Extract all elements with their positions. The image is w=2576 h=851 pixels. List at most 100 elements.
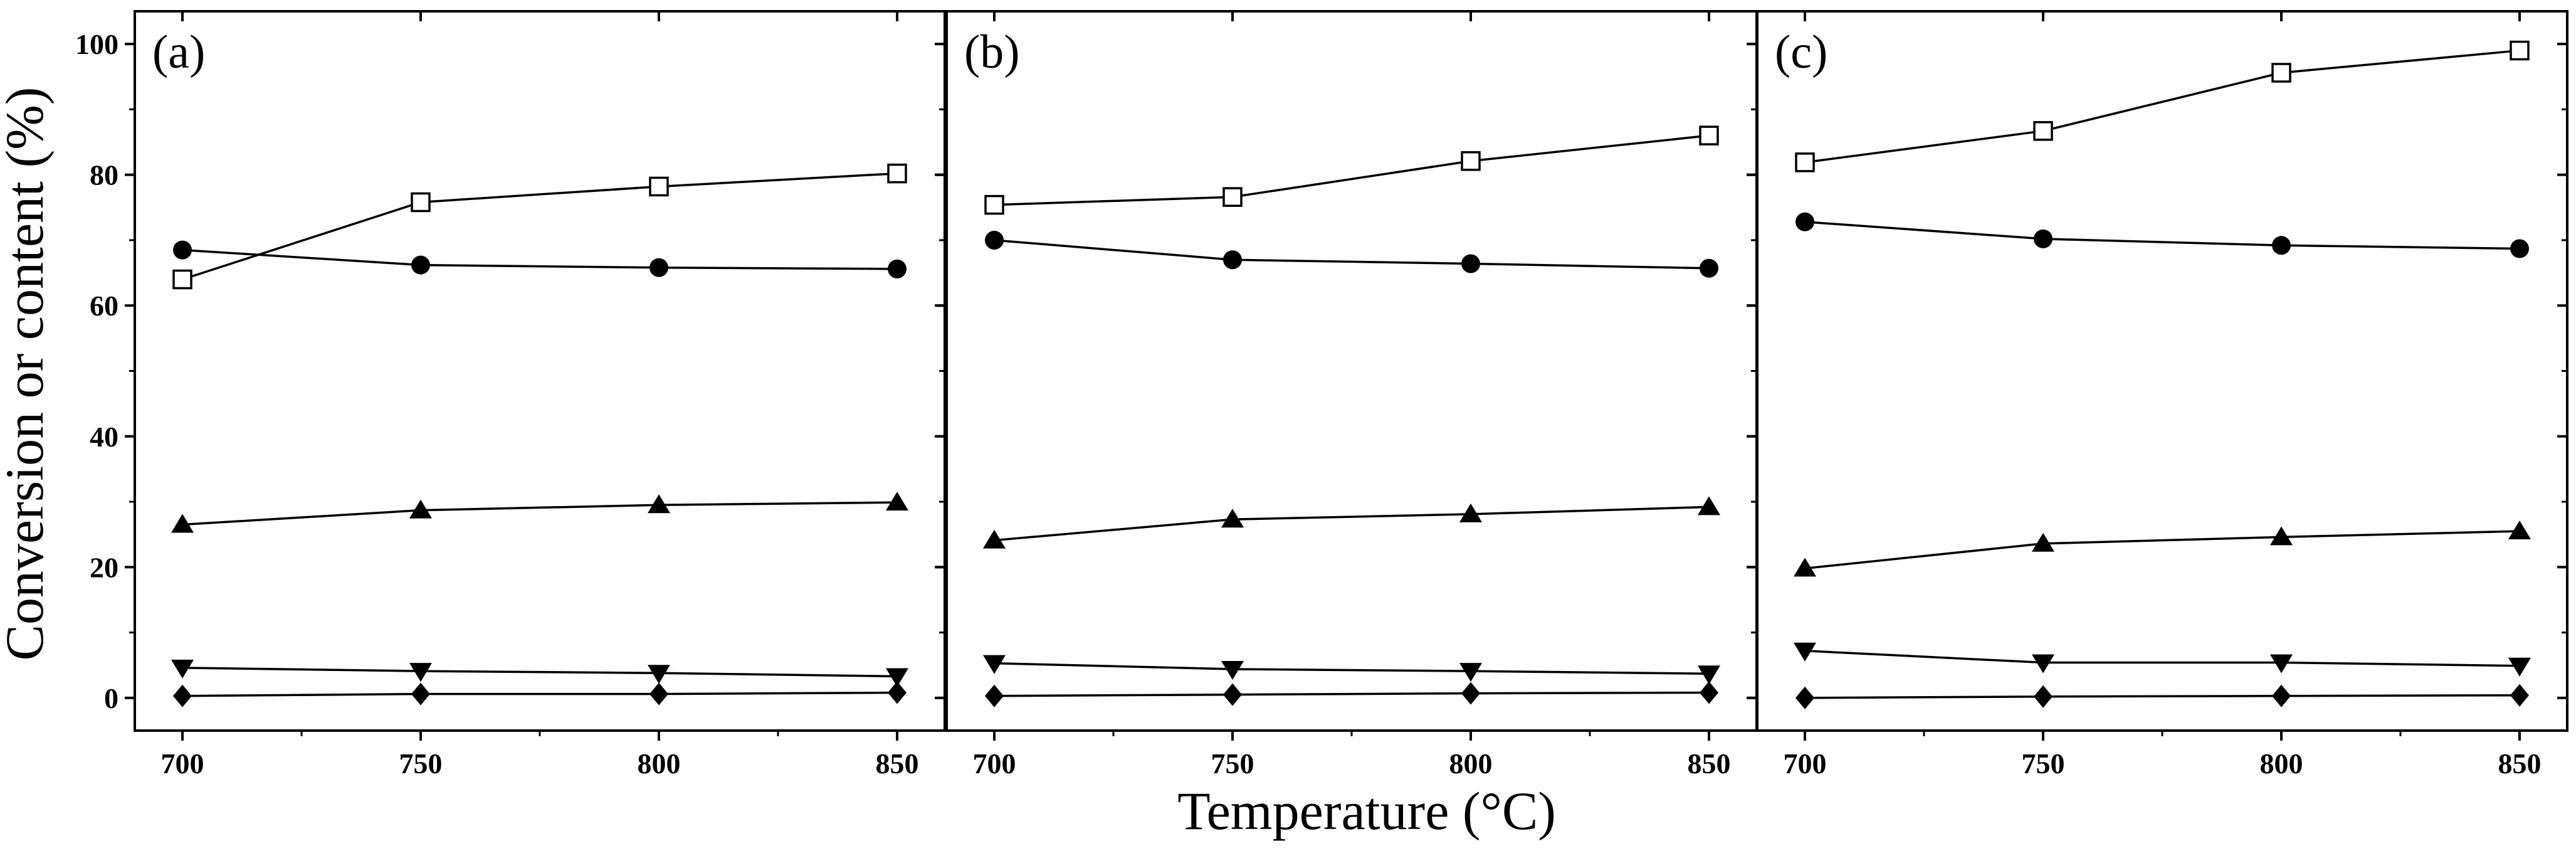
data-point-filled-triangle-down (886, 668, 908, 687)
data-point-filled-circle (2272, 236, 2291, 255)
data-point-filled-diamond (2272, 684, 2291, 707)
data-point-open-square (1795, 152, 1815, 172)
data-point-filled-circle (1700, 258, 1718, 278)
data-point-filled-circle (888, 259, 907, 278)
data-point-open-square (172, 269, 192, 290)
data-point-filled-triangle-down (1221, 660, 1244, 680)
data-point-filled-diamond (1795, 686, 1814, 709)
data-point-filled-triangle-up (1221, 509, 1244, 528)
series-line (994, 505, 1710, 542)
data-point-filled-circle (173, 240, 192, 260)
data-point-filled-diamond (2034, 685, 2053, 708)
data-point-filled-triangle-up (1459, 503, 1482, 522)
series-line (182, 172, 898, 281)
series-line (182, 691, 898, 697)
data-point-filled-diamond (649, 682, 668, 706)
series-filled-triangle-up (983, 496, 1720, 549)
data-point-filled-triangle-up (2032, 532, 2054, 552)
data-point-open-square (1222, 187, 1243, 207)
y-tick-label: 0 (104, 682, 118, 714)
data-point-filled-diamond (411, 682, 430, 706)
y-tick-label: 20 (90, 551, 118, 583)
data-point-filled-triangle-down (2508, 657, 2531, 677)
data-point-filled-diamond (2510, 684, 2529, 707)
data-point-filled-triangle-down (171, 659, 194, 679)
data-point-filled-triangle-up (2270, 526, 2293, 546)
x-tick-label: 700 (1784, 748, 1827, 780)
data-point-filled-diamond (985, 684, 1004, 707)
panel-frame (1756, 10, 2568, 732)
data-point-filled-triangle-up (648, 494, 670, 514)
data-point-open-square (2510, 40, 2530, 61)
data-point-filled-diamond (173, 684, 192, 707)
data-point-filled-circle (1461, 254, 1480, 273)
x-tick-label: 850 (1688, 748, 1731, 780)
data-point-filled-triangle-down (1794, 642, 1816, 662)
series-line (994, 239, 1710, 270)
x-tick-label: 750 (2022, 748, 2065, 780)
data-point-open-square (984, 194, 1004, 215)
data-point-open-square (1461, 151, 1481, 171)
series-line (994, 134, 1710, 206)
series-filled-circle (1795, 212, 2529, 258)
x-axis-title: Temperature (°C) (1177, 781, 1556, 841)
data-point-filled-triangle-up (409, 499, 432, 519)
data-point-open-square (649, 176, 669, 197)
x-tick-label: 750 (399, 748, 443, 780)
data-point-filled-triangle-down (983, 655, 1006, 674)
panel-label: (b) (964, 26, 1020, 78)
data-point-filled-circle (1795, 212, 1814, 231)
x-tick-label: 800 (1449, 748, 1493, 780)
data-point-open-square (887, 163, 907, 184)
panels-layer: 700 750 800 850 0 20 40 60 80 100 (a) 700 750 800 850 (… (75, 10, 2568, 780)
x-tick-label: 750 (1211, 748, 1254, 780)
data-point-filled-triangle-down (409, 663, 432, 682)
x-tick-label: 800 (638, 748, 681, 780)
x-tick-label: 800 (2260, 748, 2303, 780)
series-line (994, 662, 1710, 675)
data-point-filled-circle (411, 255, 430, 275)
series-line (1804, 694, 2520, 699)
series-line (1804, 221, 2520, 250)
x-tick-label: 700 (973, 748, 1016, 780)
data-point-filled-triangle-up (983, 529, 1006, 549)
data-point-filled-triangle-down (1459, 663, 1482, 682)
panel-a: 700 750 800 850 0 20 40 60 80 100 (a) (75, 10, 946, 780)
data-point-filled-triangle-down (648, 665, 670, 684)
series-open-square (1795, 40, 2530, 172)
data-point-open-square (2271, 63, 2291, 83)
x-tick-label: 850 (876, 748, 919, 780)
series-line (1804, 530, 2520, 570)
series-line (1804, 49, 2520, 164)
series-filled-triangle-up (171, 492, 908, 533)
panel-frame (134, 10, 946, 732)
data-point-open-square (1699, 125, 1719, 145)
series-filled-triangle-down (983, 655, 1720, 685)
series-filled-triangle-down (171, 659, 908, 687)
x-tick-label: 850 (2498, 748, 2542, 780)
series-filled-diamond (1795, 684, 2529, 709)
data-point-filled-diamond (888, 681, 907, 704)
data-point-filled-triangle-down (1698, 665, 1720, 685)
series-line (994, 691, 1710, 697)
data-point-filled-circle (2510, 239, 2529, 258)
panel-c: 700 750 800 850 (c) (1747, 10, 2568, 780)
data-point-filled-triangle-up (171, 514, 194, 533)
y-tick-label: 60 (90, 290, 118, 322)
panel-b: 700 750 800 850 (b) (937, 10, 1758, 780)
data-point-open-square (2033, 121, 2053, 141)
data-point-filled-triangle-up (886, 492, 908, 511)
data-point-filled-triangle-up (2508, 520, 2531, 539)
data-point-filled-circle (1223, 250, 1242, 270)
series-filled-triangle-down (1794, 642, 2531, 677)
data-point-filled-circle (985, 230, 1004, 250)
panel-frame (945, 10, 1758, 732)
data-point-filled-circle (649, 258, 668, 277)
series-filled-diamond (173, 681, 907, 707)
series-line (182, 667, 898, 678)
y-tick-label: 80 (90, 159, 118, 191)
series-filled-triangle-up (1794, 520, 2531, 577)
y-tick-label: 40 (90, 421, 118, 453)
panel-label: (a) (152, 26, 205, 78)
